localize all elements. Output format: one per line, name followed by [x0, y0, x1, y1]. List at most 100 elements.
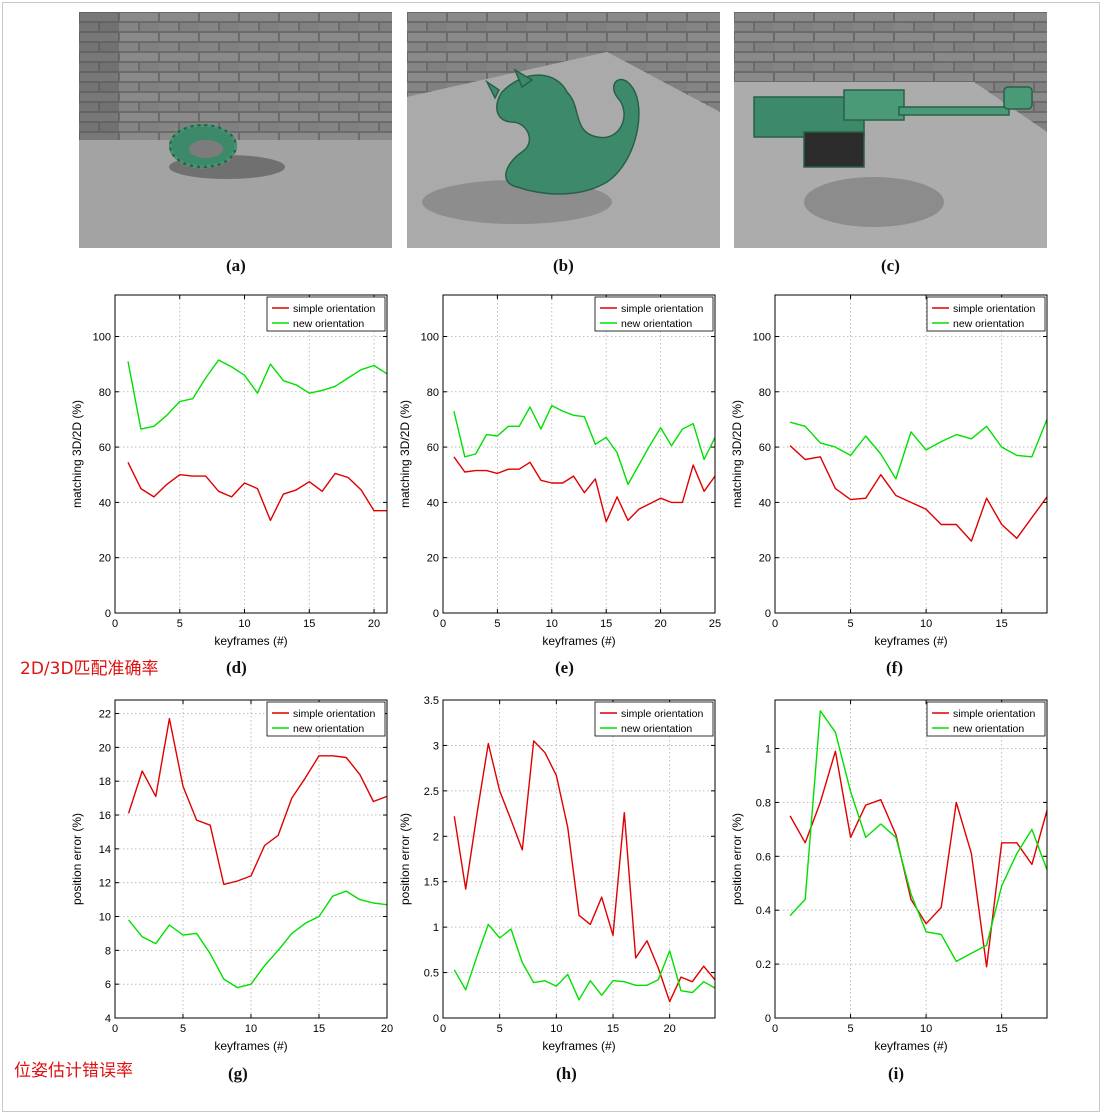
x-tick-label: 0: [440, 1023, 446, 1035]
pose-error-note: 位姿估计错误率: [14, 1061, 133, 1081]
y-tick-label: 22: [99, 709, 111, 721]
x-axis-label: keyframes (#): [542, 1039, 615, 1053]
x-axis-label: keyframes (#): [542, 634, 615, 648]
series-line-simple: [789, 445, 1048, 542]
y-tick-label: 1: [433, 922, 439, 934]
legend-label-new: new orientation: [293, 723, 364, 735]
y-tick-label: 0.8: [756, 797, 771, 809]
x-tick-label: 5: [847, 618, 853, 630]
axes-box: [442, 294, 716, 614]
x-tick-label: 5: [177, 618, 183, 630]
y-tick-label: 16: [99, 810, 111, 822]
chart-e: 0 5 10 15 20 25 0 20 40 60 80 100 keyframes (#) match…: [398, 294, 721, 648]
x-tick-label: 0: [772, 1023, 778, 1035]
x-tick-label: 15: [607, 1023, 619, 1035]
legend-box: [266, 296, 386, 332]
y-tick-label: 0: [433, 1013, 439, 1025]
legend-label-new: new orientation: [621, 318, 692, 330]
legend-label-new: new orientation: [293, 318, 364, 330]
x-tick-label: 15: [303, 618, 315, 630]
y-axis-label: matching 3D/2D (%): [70, 400, 84, 508]
plot-area: [775, 295, 1047, 613]
x-axis-label: keyframes (#): [214, 1039, 287, 1053]
y-tick-label: 60: [99, 442, 111, 454]
y-tick-label: 0.4: [756, 905, 771, 917]
y-axis-label: matching 3D/2D (%): [730, 400, 744, 508]
y-tick-label: 1.5: [424, 877, 439, 889]
series-line-simple: [127, 461, 387, 522]
caption-h: (h): [556, 1064, 577, 1083]
y-tick-label: 0.5: [424, 968, 439, 980]
y-tick-label: 60: [427, 442, 439, 454]
y-axis-label: position error (%): [70, 813, 84, 905]
caption-e: (e): [555, 658, 574, 677]
y-tick-label: 0.2: [756, 959, 771, 971]
x-tick-label: 25: [709, 618, 721, 630]
chart-f: 0 5 10 15 0 20 40 60 80 100 keyframes (#) matching …: [730, 294, 1048, 648]
legend-box: [594, 701, 714, 737]
y-tick-label: 12: [99, 878, 111, 890]
x-tick-label: 15: [600, 618, 612, 630]
series-line-simple: [127, 717, 388, 886]
y-tick-label: 0: [765, 608, 771, 620]
y-tick-label: 100: [421, 331, 439, 343]
series-line-simple: [453, 740, 716, 1003]
x-tick-label: 15: [313, 1023, 325, 1035]
x-tick-label: 0: [112, 1023, 118, 1035]
legend-label-simple: simple orientation: [293, 708, 375, 720]
x-tick-label: 10: [550, 1023, 562, 1035]
y-tick-label: 10: [99, 912, 111, 924]
caption-g: (g): [228, 1064, 248, 1083]
caption-d: (d): [226, 658, 247, 677]
y-tick-label: 40: [427, 497, 439, 509]
axes-box: [774, 699, 1048, 1019]
legend-label-simple: simple orientation: [953, 303, 1035, 315]
caption-a: (a): [226, 256, 246, 275]
legend-label-simple: simple orientation: [293, 303, 375, 315]
y-tick-label: 100: [93, 331, 111, 343]
axes-box: [774, 294, 1048, 614]
legend-label-simple: simple orientation: [621, 303, 703, 315]
series-line-new: [127, 359, 388, 430]
legend-box: [594, 296, 714, 332]
x-axis-label: keyframes (#): [874, 634, 947, 648]
series-line-new: [789, 419, 1048, 480]
x-tick-label: 5: [180, 1023, 186, 1035]
series-line-simple: [453, 456, 716, 523]
y-tick-label: 40: [99, 497, 111, 509]
x-tick-label: 0: [440, 618, 446, 630]
y-tick-label: 4: [105, 1013, 111, 1025]
x-tick-label: 0: [772, 618, 778, 630]
x-axis-label: keyframes (#): [214, 634, 287, 648]
x-tick-label: 10: [238, 618, 250, 630]
plot-area: [775, 700, 1047, 1018]
x-tick-label: 10: [245, 1023, 257, 1035]
x-tick-label: 20: [654, 618, 666, 630]
y-tick-label: 60: [759, 442, 771, 454]
photo-dragon: [407, 12, 720, 248]
series-line-new: [453, 923, 716, 1001]
x-tick-label: 20: [368, 618, 380, 630]
y-tick-label: 20: [99, 742, 111, 754]
chart-h: 0 5 10 15 20 0 0.5 1 1.5 2 2.5 3 3.5 keyframes (#) pos…: [398, 695, 716, 1053]
y-tick-label: 0: [105, 608, 111, 620]
y-tick-label: 0: [433, 608, 439, 620]
legend-box: [926, 296, 1046, 332]
y-tick-label: 6: [105, 979, 111, 991]
y-tick-label: 40: [759, 497, 771, 509]
y-axis-label: matching 3D/2D (%): [398, 400, 412, 508]
x-axis-label: keyframes (#): [874, 1039, 947, 1053]
y-tick-label: 2.5: [424, 786, 439, 798]
legend-label-new: new orientation: [953, 723, 1024, 735]
y-axis-label: position error (%): [730, 813, 744, 905]
y-tick-label: 1: [765, 744, 771, 756]
x-tick-label: 10: [920, 618, 932, 630]
caption-b: (b): [553, 256, 574, 275]
y-tick-label: 80: [759, 387, 771, 399]
y-tick-label: 20: [99, 553, 111, 565]
x-tick-label: 15: [996, 1023, 1008, 1035]
axes-box: [442, 699, 716, 1019]
y-tick-label: 0: [765, 1013, 771, 1025]
y-tick-label: 80: [99, 387, 111, 399]
